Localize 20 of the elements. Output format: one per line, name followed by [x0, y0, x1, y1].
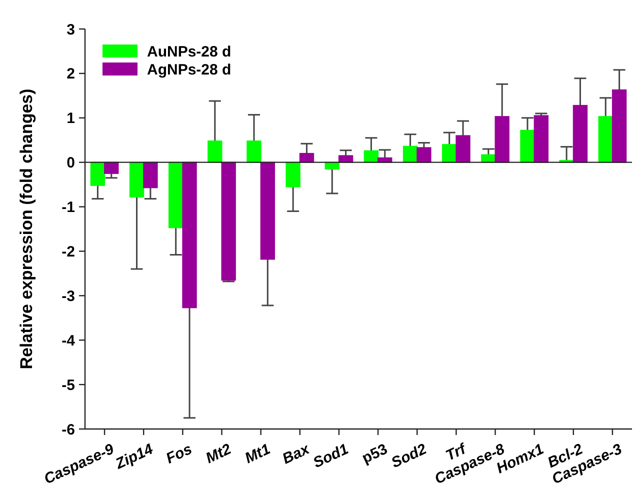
y-tick-label: -3 — [62, 288, 75, 305]
x-tick-label: Mt2 — [203, 440, 234, 468]
y-tick-label: 1 — [66, 110, 75, 128]
y-tick-label: -4 — [62, 332, 76, 350]
x-tick-label: Bax — [280, 440, 313, 468]
legend-label: AgNPs-28 d — [147, 61, 232, 78]
y-tick-label: -2 — [62, 243, 75, 260]
x-tick-label: Sod2 — [388, 440, 430, 472]
y-tick-label: -6 — [62, 421, 75, 438]
x-tick-label: Mt1 — [242, 440, 273, 468]
y-tick-label: -5 — [62, 376, 75, 394]
y-tick-label: -1 — [62, 199, 75, 216]
x-tick-label: Sod1 — [310, 440, 352, 472]
x-tick-label: p53 — [360, 440, 390, 468]
y-tick-label: 2 — [66, 66, 75, 83]
y-tick-label: 3 — [66, 21, 75, 38]
x-tick-label: Fos — [163, 440, 195, 468]
y-tick-label: 0 — [66, 154, 75, 172]
y-axis-title: Relative expression (fold changes) — [17, 88, 36, 370]
legend-label: AuNPs-28 d — [147, 43, 232, 60]
